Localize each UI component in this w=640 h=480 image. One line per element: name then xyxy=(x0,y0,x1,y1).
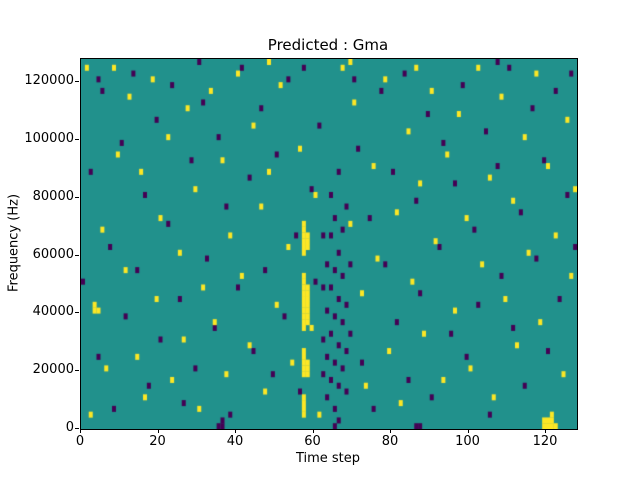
plot-area xyxy=(80,58,578,430)
y-tick-mark xyxy=(75,196,79,198)
y-tick-mark xyxy=(75,312,79,314)
x-tick-label: 120 xyxy=(532,434,558,449)
x-tick-label: 20 xyxy=(149,434,166,449)
y-tick-mark xyxy=(75,254,79,256)
x-tick-mark xyxy=(545,429,546,433)
y-tick-mark xyxy=(75,138,79,140)
heatmap-canvas xyxy=(81,59,577,429)
y-tick-label: 40000 xyxy=(32,304,74,320)
x-tick-label: 80 xyxy=(381,434,399,449)
y-tick-mark xyxy=(75,81,79,83)
x-tick-mark xyxy=(80,429,81,433)
x-tick-label: 40 xyxy=(226,434,244,449)
x-tick-mark xyxy=(157,429,159,433)
x-axis-label: Time step xyxy=(295,451,361,466)
x-tick-mark xyxy=(312,429,314,433)
x-tick-mark xyxy=(235,429,236,433)
y-tick-mark xyxy=(75,428,79,429)
y-tick-label: 100000 xyxy=(24,130,74,146)
y-tick-label: 20000 xyxy=(32,362,74,378)
y-tick-label: 80000 xyxy=(32,188,74,204)
y-tick-label: 120000 xyxy=(24,73,74,89)
x-tick-label: 60 xyxy=(304,434,321,449)
x-tick-mark xyxy=(467,429,469,433)
y-tick-mark xyxy=(75,370,79,372)
x-tick-label: 0 xyxy=(75,434,85,449)
x-tick-label: 100 xyxy=(455,434,480,449)
y-axis-label: Frequency (Hz) xyxy=(6,193,22,293)
y-tick-label: 60000 xyxy=(32,246,74,262)
y-tick-label: 0 xyxy=(65,420,74,435)
x-tick-mark xyxy=(390,429,391,433)
chart-title: Predicted : Gma xyxy=(267,36,389,54)
